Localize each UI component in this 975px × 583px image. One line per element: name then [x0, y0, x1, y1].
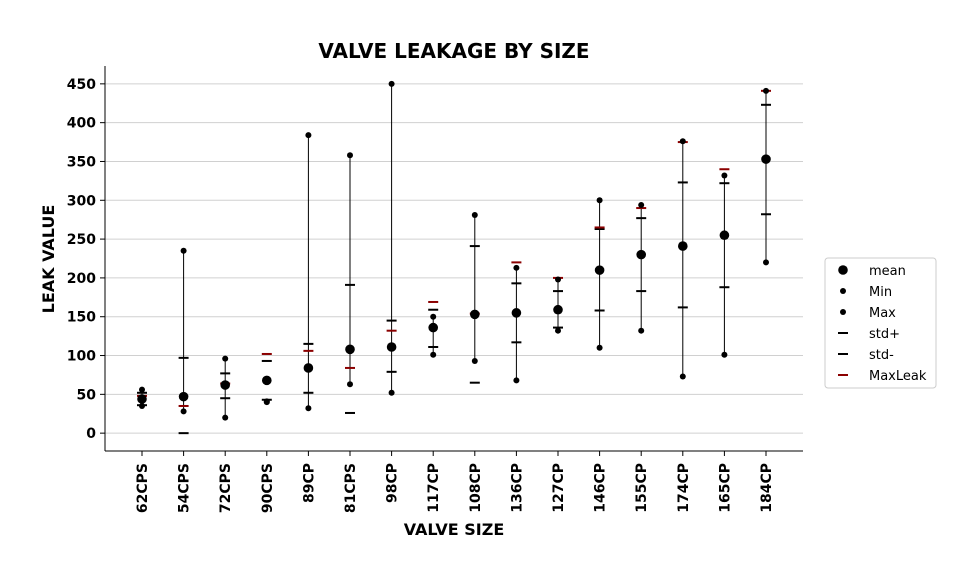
x-tick-label: 146CP	[593, 463, 609, 513]
legend-label: Max	[869, 306, 896, 321]
legend-label: MaxLeak	[869, 369, 927, 384]
x-tick-label: 108CP	[468, 463, 484, 513]
point-min	[347, 381, 353, 388]
point-mean	[470, 309, 480, 320]
point-mean	[761, 154, 771, 164]
point-max	[679, 138, 686, 145]
point-min	[305, 405, 312, 412]
point-mean	[178, 391, 189, 402]
x-tick-label: 174CP	[676, 463, 692, 513]
point-min	[471, 357, 478, 364]
legend-label: std-	[869, 348, 894, 363]
point-max	[305, 132, 312, 139]
y-tick-label: 100	[67, 349, 96, 365]
point-min	[222, 414, 229, 421]
point-max	[180, 247, 187, 254]
point-min	[679, 373, 686, 380]
y-tick-label: 450	[67, 77, 96, 93]
y-tick-label: 150	[67, 310, 96, 326]
y-tick-label: 0	[86, 426, 96, 442]
point-max	[721, 172, 728, 179]
legend-box	[824, 257, 937, 389]
x-tick-label: 155CP	[634, 463, 650, 513]
data-marks	[137, 80, 771, 435]
point-min	[555, 327, 561, 334]
chart-title: VALVE LEAKAGE BY SIZE	[318, 39, 589, 63]
legend-label: mean	[869, 264, 906, 279]
point-mean	[553, 304, 563, 315]
x-tick-label: 90CPS	[260, 463, 276, 513]
y-tick-label: 350	[67, 154, 96, 170]
point-min	[180, 408, 187, 415]
point-mean	[719, 230, 730, 241]
point-mean	[428, 322, 439, 333]
legend: mean Min Max std+ std- MaxLeak	[824, 257, 937, 389]
point-max	[347, 152, 353, 159]
point-max	[638, 201, 645, 208]
point-max	[763, 87, 769, 94]
point-mean	[511, 308, 522, 318]
point-max	[555, 276, 561, 283]
legend-marker-mean	[838, 265, 848, 275]
point-min	[139, 402, 145, 409]
point-max	[430, 313, 437, 320]
x-tick-label: 54CPS	[177, 463, 193, 513]
point-mean	[636, 249, 646, 260]
x-tick-label: 127CP	[551, 463, 567, 513]
point-mean	[386, 342, 397, 352]
y-tick-label: 300	[67, 193, 96, 209]
point-max	[222, 355, 229, 362]
y-tick-label: 50	[77, 387, 97, 403]
point-max	[471, 212, 478, 219]
legend-label: Min	[869, 285, 892, 300]
point-mean	[262, 375, 272, 386]
grid-lines	[105, 83, 803, 434]
y-axis-label: LEAK VALUE	[39, 205, 58, 314]
y-tick-label: 250	[67, 232, 96, 248]
point-mean	[137, 394, 147, 404]
point-mean	[303, 363, 314, 373]
point-max	[139, 386, 145, 393]
point-mean	[678, 241, 688, 251]
point-min	[638, 327, 645, 334]
legend-label: std+	[869, 327, 900, 342]
x-tick-label: 184CP	[759, 463, 775, 513]
legend-marker-min	[840, 288, 846, 294]
legend-marker-max	[840, 309, 846, 315]
x-tick-label: 89CP	[301, 463, 317, 503]
x-tick-label: 136CP	[509, 463, 525, 513]
axes: 0 50 100 150 200 250 300 350 400 450 62CPS 54CPS 72C…	[67, 66, 803, 513]
x-tick-label: 62CPS	[135, 463, 151, 513]
point-min	[721, 351, 728, 358]
x-tick-label: 81CPS	[343, 463, 359, 513]
point-min	[430, 351, 437, 358]
point-max	[513, 264, 520, 271]
point-max	[596, 197, 603, 204]
y-tick-label: 400	[67, 116, 96, 132]
point-max	[388, 80, 395, 87]
x-tick-label: 165CP	[717, 463, 733, 513]
point-min	[596, 344, 603, 351]
y-tick-label: 200	[67, 271, 96, 287]
x-tick-label: 72CPS	[218, 463, 234, 513]
point-mean	[594, 265, 605, 275]
point-max	[263, 398, 270, 405]
point-mean	[345, 344, 355, 355]
point-min	[763, 259, 769, 266]
point-min	[513, 377, 520, 384]
x-tick-label: 98CP	[385, 463, 401, 503]
point-min	[388, 389, 395, 396]
x-tick-label: 117CP	[426, 463, 442, 513]
point-mean	[220, 380, 230, 390]
x-axis-label: VALVE SIZE	[404, 520, 505, 539]
